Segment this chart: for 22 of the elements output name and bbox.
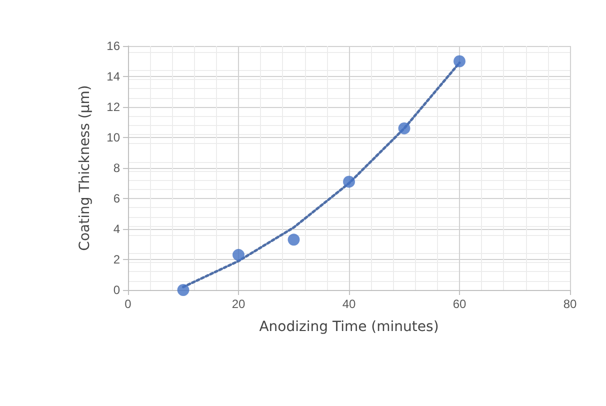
y-tick-label: 4: [113, 222, 120, 236]
y-tick-label: 12: [106, 100, 120, 114]
x-tick-label: 20: [232, 297, 246, 311]
point: [288, 234, 300, 246]
y-tick-label: 14: [106, 70, 120, 84]
point: [398, 122, 410, 134]
x-tick-label: 60: [452, 297, 466, 311]
y-tick-label: 2: [113, 252, 120, 266]
y-tick-label: 10: [106, 130, 120, 144]
y-tick-label: 16: [106, 39, 120, 53]
y-tick-label: 0: [113, 283, 120, 297]
x-tick-label: 0: [124, 297, 132, 311]
x-tick-label: 80: [563, 297, 577, 311]
point: [232, 248, 244, 261]
x-tick-label: 40: [342, 297, 356, 311]
y-tick-label: 8: [113, 161, 120, 175]
y-axis-title: Coating Thickness (µm): [77, 85, 93, 251]
point: [454, 55, 466, 68]
point: [343, 176, 355, 188]
point: [177, 284, 190, 296]
x-axis-title: Anodizing Time (minutes): [259, 319, 439, 335]
y-tick-label: 6: [113, 192, 120, 206]
